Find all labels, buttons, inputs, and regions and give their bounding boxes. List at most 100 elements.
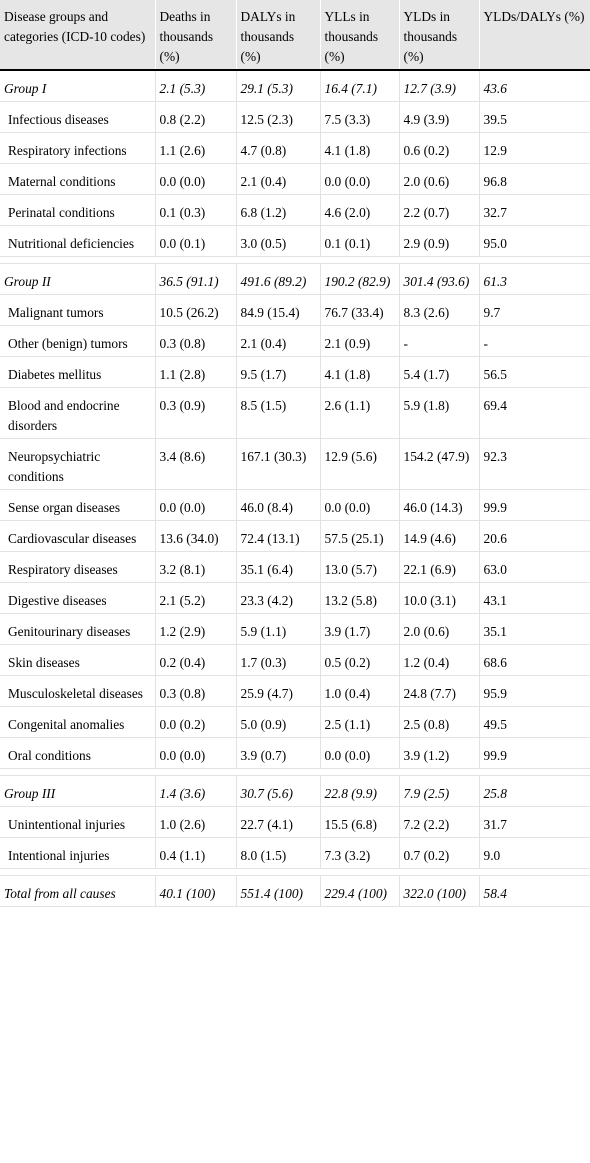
- cell-deaths: 2.1 (5.3): [155, 70, 237, 102]
- cell-ylds-dalys: 95.9: [479, 675, 590, 707]
- cell-deaths: 40.1 (100): [155, 875, 237, 907]
- table-row: Cardiovascular diseases 13.6 (34.0) 72.4 (…: [0, 520, 590, 552]
- cell-category: Perinatal conditions: [0, 194, 156, 226]
- table-row: Malignant tumors 10.5 (26.2) 84.9 (15.4) 76…: [0, 294, 590, 326]
- spacer-row: [0, 868, 590, 876]
- cell-ylls: 76.7 (33.4): [320, 294, 400, 326]
- cell-dalys: 3.9 (0.7): [236, 737, 321, 769]
- cell-ylds: 1.2 (0.4): [399, 644, 480, 676]
- cell-category: Maternal conditions: [0, 163, 156, 195]
- cell-ylls: 2.6 (1.1): [320, 387, 400, 439]
- cell-category: Malignant tumors: [0, 294, 156, 326]
- cell-ylds: 0.6 (0.2): [399, 132, 480, 164]
- cell-dalys: 9.5 (1.7): [236, 356, 321, 388]
- table-row: Unintentional injuries 1.0 (2.6) 22.7 (4.1…: [0, 806, 590, 838]
- cell-ylds: 10.0 (3.1): [399, 582, 480, 614]
- cell-ylds: 154.2 (47.9): [399, 438, 480, 490]
- cell-ylds-dalys: 99.9: [479, 737, 590, 769]
- cell-dalys: 35.1 (6.4): [236, 551, 321, 583]
- cell-ylls: 4.6 (2.0): [320, 194, 400, 226]
- header-ylds-dalys: YLDs/DALYs (%): [479, 0, 590, 71]
- cell-ylls: 229.4 (100): [320, 875, 400, 907]
- cell-ylds-dalys: 9.0: [479, 837, 590, 869]
- cell-ylds: 5.4 (1.7): [399, 356, 480, 388]
- cell-category: Infectious diseases: [0, 101, 156, 133]
- cell-ylls: 0.0 (0.0): [320, 737, 400, 769]
- cell-ylds-dalys: 9.7: [479, 294, 590, 326]
- header-dalys: DALYs in thousands (%): [236, 0, 321, 71]
- cell-dalys: 12.5 (2.3): [236, 101, 321, 133]
- cell-category: Nutritional deficiencies: [0, 225, 156, 257]
- cell-ylds: 46.0 (14.3): [399, 489, 480, 521]
- cell-ylls: 2.1 (0.9): [320, 325, 400, 357]
- cell-dalys: 4.7 (0.8): [236, 132, 321, 164]
- cell-ylds-dalys: 12.9: [479, 132, 590, 164]
- cell-deaths: 1.4 (3.6): [155, 775, 237, 807]
- cell-ylds: 7.2 (2.2): [399, 806, 480, 838]
- cell-dalys: 46.0 (8.4): [236, 489, 321, 521]
- cell-ylds: 7.9 (2.5): [399, 775, 480, 807]
- cell-ylds-dalys: 99.9: [479, 489, 590, 521]
- table-row: Congenital anomalies 0.0 (0.2) 5.0 (0.9) 2.…: [0, 706, 590, 738]
- cell-ylds: -: [399, 325, 480, 357]
- cell-ylds-dalys: 58.4: [479, 875, 590, 907]
- cell-dalys: 551.4 (100): [236, 875, 321, 907]
- cell-deaths: 36.5 (91.1): [155, 263, 237, 295]
- cell-ylds-dalys: 69.4: [479, 387, 590, 439]
- cell-ylds-dalys: 61.3: [479, 263, 590, 295]
- cell-ylls: 2.5 (1.1): [320, 706, 400, 738]
- cell-category: Neuropsychiatric conditions: [0, 438, 156, 490]
- cell-ylds-dalys: 43.1: [479, 582, 590, 614]
- cell-ylds: 0.7 (0.2): [399, 837, 480, 869]
- table-row: Blood and endocrine disorders 0.3 (0.9) 8.…: [0, 387, 590, 439]
- cell-deaths: 3.2 (8.1): [155, 551, 237, 583]
- table-body: Group I 2.1 (5.3) 29.1 (5.3) 16.4 (7.1) 12.7…: [0, 70, 590, 907]
- cell-category: Unintentional injuries: [0, 806, 156, 838]
- table-row: Diabetes mellitus 1.1 (2.8) 9.5 (1.7) 4.1 (…: [0, 356, 590, 388]
- cell-category: Group III: [0, 775, 156, 807]
- cell-ylds: 2.5 (0.8): [399, 706, 480, 738]
- cell-ylds: 5.9 (1.8): [399, 387, 480, 439]
- group-row: Group II 36.5 (91.1) 491.6 (89.2) 190.2 (82…: [0, 263, 590, 295]
- table-row: Musculoskeletal diseases 0.3 (0.8) 25.9 (4…: [0, 675, 590, 707]
- cell-ylds-dalys: 25.8: [479, 775, 590, 807]
- cell-dalys: 167.1 (30.3): [236, 438, 321, 490]
- cell-deaths: 0.3 (0.8): [155, 675, 237, 707]
- table-row: Maternal conditions 0.0 (0.0) 2.1 (0.4) 0.0…: [0, 163, 590, 195]
- cell-deaths: 2.1 (5.2): [155, 582, 237, 614]
- spacer-cell: [0, 768, 590, 776]
- cell-ylds-dalys: -: [479, 325, 590, 357]
- cell-dalys: 6.8 (1.2): [236, 194, 321, 226]
- cell-ylls: 0.0 (0.0): [320, 489, 400, 521]
- group-row: Group III 1.4 (3.6) 30.7 (5.6) 22.8 (9.9) 7.…: [0, 775, 590, 807]
- cell-dalys: 2.1 (0.4): [236, 325, 321, 357]
- header-disease-groups: Disease groups and categories (ICD-10 co…: [0, 0, 156, 71]
- total-row: Total from all causes 40.1 (100) 551.4 (10…: [0, 875, 590, 907]
- cell-deaths: 0.3 (0.9): [155, 387, 237, 439]
- cell-ylds: 3.9 (1.2): [399, 737, 480, 769]
- cell-ylds-dalys: 63.0: [479, 551, 590, 583]
- cell-deaths: 1.0 (2.6): [155, 806, 237, 838]
- cell-category: Total from all causes: [0, 875, 156, 907]
- cell-ylds: 322.0 (100): [399, 875, 480, 907]
- cell-category: Respiratory diseases: [0, 551, 156, 583]
- cell-ylls: 7.5 (3.3): [320, 101, 400, 133]
- cell-dalys: 22.7 (4.1): [236, 806, 321, 838]
- cell-ylds-dalys: 68.6: [479, 644, 590, 676]
- cell-deaths: 0.4 (1.1): [155, 837, 237, 869]
- cell-ylds-dalys: 43.6: [479, 70, 590, 102]
- cell-dalys: 23.3 (4.2): [236, 582, 321, 614]
- cell-category: Congenital anomalies: [0, 706, 156, 738]
- cell-category: Musculoskeletal diseases: [0, 675, 156, 707]
- cell-ylds: 2.9 (0.9): [399, 225, 480, 257]
- cell-ylds: 2.2 (0.7): [399, 194, 480, 226]
- cell-deaths: 0.0 (0.1): [155, 225, 237, 257]
- cell-ylds: 12.7 (3.9): [399, 70, 480, 102]
- cell-deaths: 0.8 (2.2): [155, 101, 237, 133]
- table-row: Intentional injuries 0.4 (1.1) 8.0 (1.5) 7.…: [0, 837, 590, 869]
- cell-deaths: 0.0 (0.0): [155, 737, 237, 769]
- cell-dalys: 1.7 (0.3): [236, 644, 321, 676]
- table-row: Genitourinary diseases 1.2 (2.9) 5.9 (1.1)…: [0, 613, 590, 645]
- header-ylls: YLLs in thousands (%): [320, 0, 400, 71]
- cell-ylls: 22.8 (9.9): [320, 775, 400, 807]
